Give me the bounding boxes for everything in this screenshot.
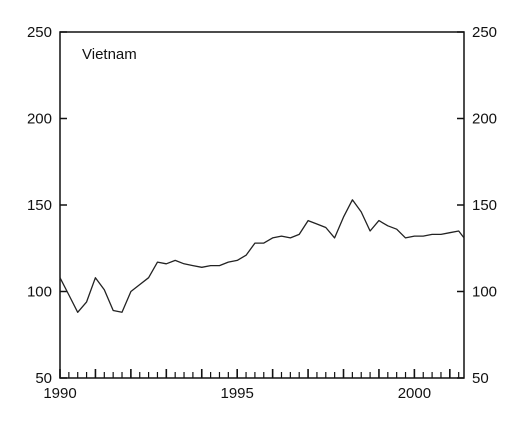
y-tick-label-right: 250 xyxy=(472,24,497,41)
y-tick-label-left: 150 xyxy=(27,197,52,214)
y-tick-label-left: 200 xyxy=(27,111,52,128)
x-tick-label: 1990 xyxy=(43,385,76,402)
series-line-0 xyxy=(59,199,465,313)
y-tick-label-right: 50 xyxy=(472,370,489,387)
y-tick-label-right: 100 xyxy=(472,284,497,301)
series-lines xyxy=(59,199,465,313)
y-tick-label-left: 50 xyxy=(35,370,52,387)
panel-label-vietnam: Vietnam xyxy=(82,46,137,63)
y-tick-label-right: 150 xyxy=(472,197,497,214)
y-tick-label-left: 250 xyxy=(27,24,52,41)
y-tick-label-left: 100 xyxy=(27,284,52,301)
ticks xyxy=(59,31,464,379)
y-tick-label-right: 200 xyxy=(472,111,497,128)
x-tick-label: 1995 xyxy=(221,385,254,402)
tick-labels: 50 50 100 100 150 150 200 200 250 250 1990 1995 2000 xyxy=(27,24,497,402)
plot-frame xyxy=(59,31,465,379)
axes xyxy=(59,31,465,379)
x-tick-label: 2000 xyxy=(398,385,431,402)
